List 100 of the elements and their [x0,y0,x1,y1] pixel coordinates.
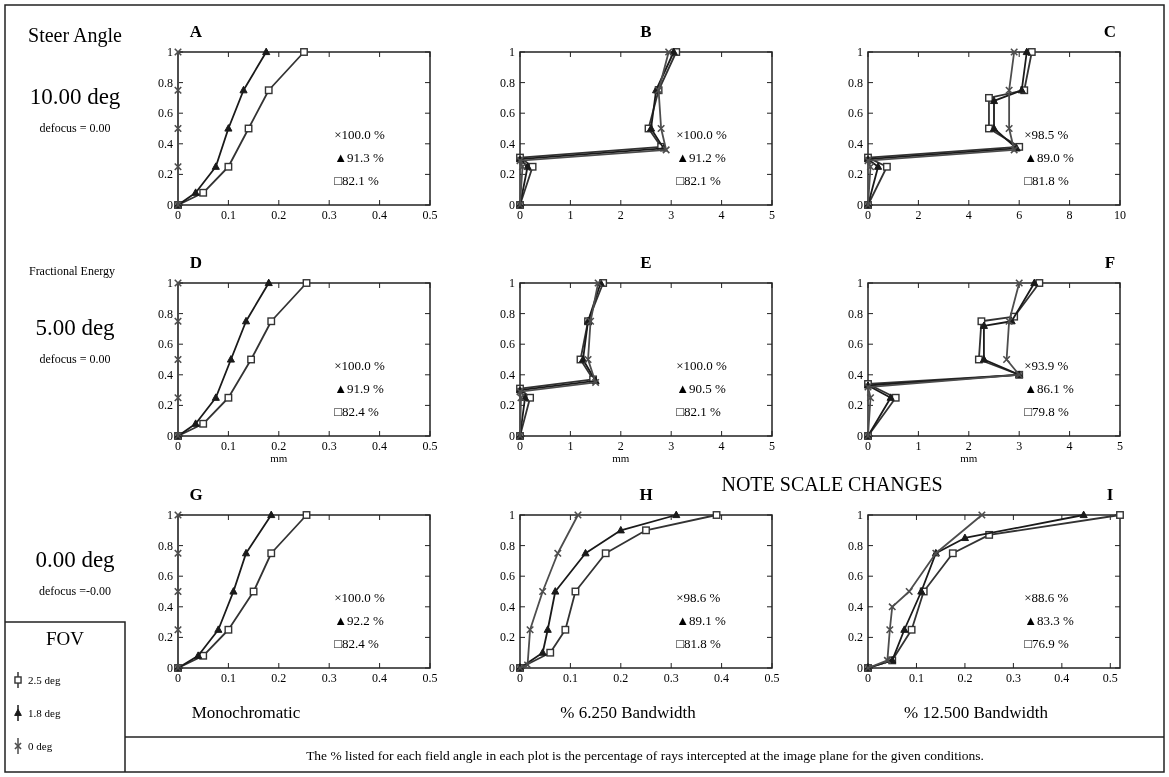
y-tick-label: 0.8 [500,75,515,90]
x-tick-label: 0.5 [422,439,438,453]
x-tick-label: 0.5 [422,671,438,685]
y-tick-label: 0.6 [500,106,515,121]
text: defocus = 0.00 [39,121,111,135]
y-tick-label: 1 [857,276,863,290]
annotation: □82.1 % [676,173,722,189]
y-tick-label: 0.2 [848,630,863,645]
x-tick-label: 0.2 [271,671,287,685]
y-tick-label: 1 [167,45,173,59]
annotation: ▲91.9 % [334,381,385,397]
x-axis-title: mm [612,452,630,464]
y-tick-label: 0.8 [158,75,173,90]
y-tick-label: 0 [857,198,863,212]
annotation: ▲92.2 % [334,613,385,629]
chart-title: I [1106,485,1114,504]
legend-label: 1.8 deg [28,707,61,719]
y-tick-label: 1 [167,276,173,290]
x-tick-label: 0.1 [562,671,578,685]
y-tick-label: 0.4 [848,136,863,151]
y-tick-label: 0.2 [500,630,515,645]
y-tick-label: 1 [857,508,863,522]
chart-title: F [1104,253,1116,272]
y-tick-label: 0.8 [500,306,515,321]
annotation: ×100.0 % [334,358,386,374]
y-tick-label: 0.2 [500,398,515,413]
x-tick-label: 3 [1016,439,1023,453]
y-tick-label: 0.2 [500,167,515,182]
x-axis-title: mm [270,452,288,464]
y-tick-label: 0 [857,661,863,675]
y-tick-label: 0 [509,661,515,675]
text: defocus = 0.00 [39,352,111,366]
x-tick-label: 0.4 [714,671,730,685]
y-tick-label: 0.6 [158,569,173,584]
x-tick-label: 0.1 [220,208,236,222]
annotation: ×100.0 % [676,127,728,143]
annotation: □82.4 % [334,404,380,420]
x-tick-label: 2 [617,439,624,453]
y-tick-label: 0.2 [158,398,173,413]
x-tick-label: 0.2 [957,671,973,685]
annotation: ▲89.1 % [676,613,727,629]
chart-title: H [639,485,653,504]
y-tick-label: 0.8 [848,538,863,553]
chart-title: D [189,253,203,272]
x-tick-label: 4 [718,439,725,453]
y-tick-label: 1 [509,45,515,59]
y-axis-title: Fractional Energy [28,264,116,278]
x-tick-label: 0.3 [321,439,337,453]
x-tick-label: 4 [718,208,725,222]
annotation: □81.8 % [676,636,722,652]
x-tick-label: 0.3 [1005,671,1021,685]
chart-title: C [1103,22,1117,41]
x-tick-label: 2 [915,208,922,222]
y-tick-label: 0.6 [848,337,863,352]
x-tick-label: 0.4 [372,439,388,453]
x-tick-label: 6 [1016,208,1023,222]
y-tick-label: 0 [509,429,515,443]
x-tick-label: 2 [617,208,624,222]
y-tick-label: 0.4 [500,136,515,151]
x-axis-title: % 6.250 Bandwidth [560,703,697,722]
y-tick-label: 0.2 [848,167,863,182]
legend-label: 2.5 deg [28,674,61,686]
y-tick-label: 0.2 [158,167,173,182]
y-tick-label: 0 [509,198,515,212]
annotation: ▲91.2 % [676,150,727,166]
y-tick-label: 0.2 [848,398,863,413]
x-axis-title: mm [960,452,978,464]
annotation: ▲83.3 % [1024,613,1075,629]
x-tick-label: 0.5 [764,671,780,685]
y-tick-label: 0.4 [158,136,173,151]
y-tick-label: 0.4 [158,599,173,614]
y-tick-label: 0.8 [500,538,515,553]
x-tick-label: 5 [1117,439,1123,453]
legend-title: FOV [45,628,85,649]
annotation: ×100.0 % [676,358,728,374]
y-tick-label: 0.4 [848,367,863,382]
x-tick-label: 0.5 [1102,671,1118,685]
x-tick-label: 4 [1066,439,1073,453]
x-tick-label: 0.4 [1054,671,1070,685]
y-tick-label: 0.4 [158,367,173,382]
x-tick-label: 5 [769,208,775,222]
y-tick-label: 0.2 [158,630,173,645]
y-tick-label: 0.8 [158,306,173,321]
y-tick-label: 0.8 [848,306,863,321]
text: NOTE SCALE CHANGES [721,473,943,495]
y-tick-label: 0.6 [158,337,173,352]
y-tick-label: 0 [167,429,173,443]
x-tick-label: 0.4 [372,671,388,685]
x-tick-label: 0.5 [422,208,438,222]
annotation: □81.8 % [1024,173,1070,189]
y-tick-label: 0.4 [848,599,863,614]
y-tick-label: 0.4 [500,367,515,382]
x-tick-label: 1 [915,439,922,453]
chart-title: E [640,253,652,272]
text: defocus =-0.00 [38,584,112,598]
text: The % listed for each field angle in each plot is the percentage of rays intercepted at the image plane for the given conditions. [306,748,984,763]
y-tick-label: 1 [509,508,515,522]
y-tick-label: 0 [167,661,173,675]
x-tick-label: 8 [1066,208,1073,222]
chart-title: A [189,22,203,41]
